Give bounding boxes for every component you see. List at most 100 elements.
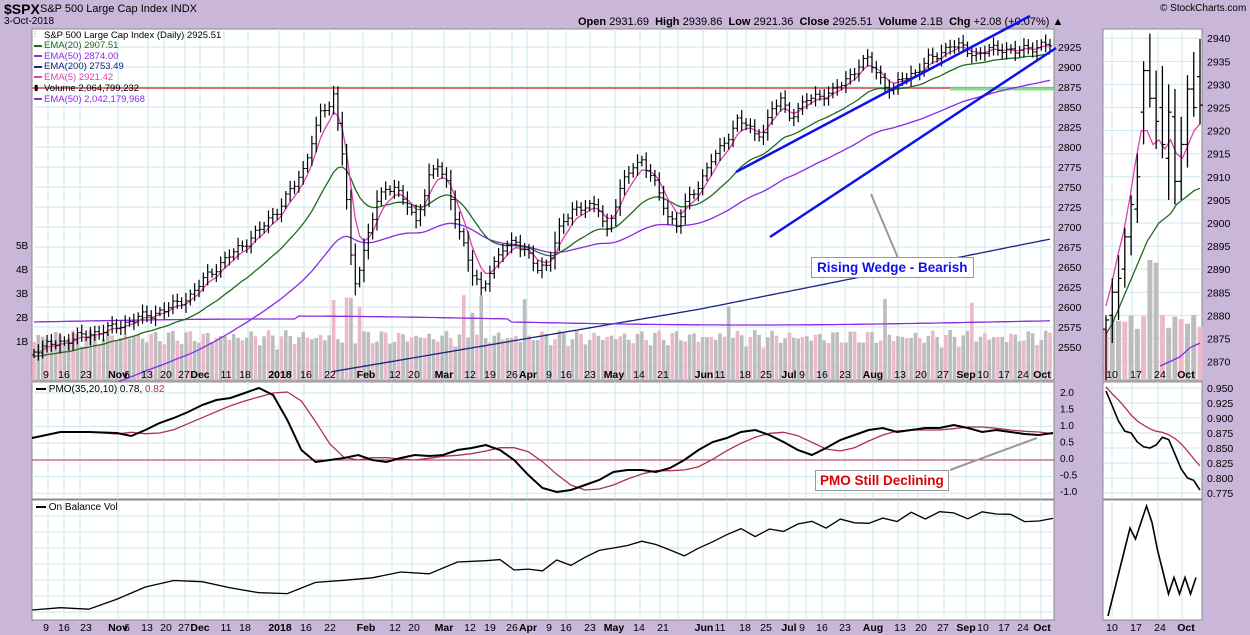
volume-bar — [119, 338, 123, 380]
zoom-price-tick-label: 2910 — [1207, 172, 1231, 184]
volume-bar — [965, 330, 970, 380]
volume-bar — [978, 336, 983, 380]
volume-bar — [1048, 332, 1052, 380]
volume-bar — [297, 337, 301, 380]
volume-bar — [75, 333, 80, 380]
zoom-volume-bar — [1159, 315, 1165, 380]
volume-bar — [553, 339, 557, 380]
zoom-price-tick-label: 2935 — [1207, 56, 1231, 68]
volume-bar — [227, 340, 232, 380]
volume-bar — [874, 342, 879, 380]
volume-bar — [106, 331, 110, 380]
volume-bar — [583, 344, 588, 380]
zoom-pmo-tick-label: 0.775 — [1207, 488, 1233, 500]
pmo-tick-label: -1.0 — [1060, 487, 1078, 498]
x-axis-label: Nov — [108, 369, 128, 381]
volume-bar — [49, 339, 54, 380]
volume-bar — [310, 339, 314, 380]
obv-line — [31, 511, 1054, 611]
volume-tick-label: 4B — [16, 265, 29, 276]
volume-bar — [84, 338, 88, 380]
zoom-pmo-tick-label: 0.800 — [1207, 473, 1233, 485]
zoom-x-label: 24 — [1154, 369, 1166, 381]
volume-bar — [97, 345, 101, 380]
volume-bar — [739, 335, 744, 380]
pmo-annotation: PMO Still Declining — [815, 470, 949, 491]
volume-bar — [188, 331, 193, 380]
volume-bar — [362, 331, 366, 380]
price-panel: 2925290028752850282528002775275027252700… — [16, 14, 1082, 392]
volume-bar — [896, 336, 900, 380]
volume-bar — [618, 336, 622, 380]
volume-bar — [735, 331, 740, 380]
legend-label: Volume 2,064,799,232 — [44, 83, 140, 95]
volume-bar — [592, 332, 596, 380]
x-axis-label: Aug — [863, 369, 883, 381]
x-axis-label: 21 — [657, 622, 669, 634]
index-name-text: S&P 500 Large Cap Index — [40, 3, 168, 15]
volume-bar — [153, 332, 158, 380]
volume-bar — [136, 334, 140, 380]
volume-bar — [653, 332, 657, 380]
volume-bar — [249, 331, 253, 380]
x-axis-label: 27 — [178, 622, 190, 634]
x-axis-label: 12 — [389, 369, 401, 381]
pmo-tick-label: 0.5 — [1060, 438, 1074, 449]
obv-marker-icon — [36, 506, 46, 509]
legend-label: EMA(200) 2753.49 — [44, 61, 124, 73]
volume-bar — [948, 330, 952, 380]
x-axis-label: 11 — [221, 622, 232, 634]
x-axis-label: 12 — [464, 369, 476, 381]
x-axis-label: 23 — [839, 369, 851, 381]
volume-bar — [58, 334, 62, 380]
legend-item: ▮ Volume 2,064,799,232 — [34, 83, 221, 94]
x-axis-label: Jun — [695, 369, 714, 381]
volume-bar — [375, 341, 379, 380]
volume-bar — [488, 342, 492, 380]
x-axis-label: Apr — [519, 369, 537, 381]
price-tick-label: 2625 — [1058, 282, 1082, 294]
volume-bar — [527, 335, 531, 380]
volume-bar — [609, 335, 614, 380]
volume-bar — [878, 340, 883, 380]
legend-item: EMA(200) 2753.49 — [34, 62, 221, 73]
volume-bar — [640, 331, 644, 380]
volume-bar — [279, 336, 284, 380]
volume-bar — [1017, 341, 1022, 380]
volume-bar — [32, 342, 36, 380]
price-tick-label: 2775 — [1058, 162, 1082, 174]
volume-bar — [127, 338, 132, 380]
volume-bar — [93, 334, 97, 380]
x-axis-label: 25 — [760, 622, 772, 634]
price-tick-label: 2750 — [1058, 182, 1082, 194]
volume-bar — [601, 339, 605, 380]
volume-bar — [666, 345, 670, 380]
zoom-volume-bar — [1147, 259, 1153, 380]
volume-bar — [453, 346, 457, 380]
volume-bar — [145, 342, 149, 380]
volume-bar — [440, 335, 444, 380]
volume-bar — [253, 336, 258, 380]
price-tick-label: 2875 — [1058, 82, 1082, 94]
volume-bar — [236, 337, 240, 380]
obv-title: On Balance Vol — [36, 502, 118, 513]
volume-bar — [140, 338, 145, 380]
pmo-marker-icon — [36, 388, 46, 391]
legend-item: EMA(5) 2921.42 — [34, 72, 221, 84]
x-axis-label: 26 — [506, 622, 518, 634]
x-axis-label: 10 — [977, 622, 989, 634]
pmo-signal-value: 0.82 — [144, 384, 165, 395]
volume-bar — [336, 339, 340, 380]
zoom-volume-bar — [1197, 326, 1203, 380]
zoom-price-tick-label: 2890 — [1207, 264, 1231, 276]
zoom-pmo-tick-label: 0.925 — [1207, 398, 1233, 410]
volume-bar — [357, 306, 362, 380]
x-axis-label: 22 — [324, 369, 336, 381]
volume-bar — [492, 335, 496, 380]
x-axis-label: 27 — [937, 369, 949, 381]
zoom-x-label: 10 — [1106, 622, 1118, 634]
zoom-volume-bar — [1184, 323, 1190, 380]
volume-bar — [696, 341, 701, 380]
x-axis-label: 9 — [799, 369, 805, 381]
volume-bar — [1004, 342, 1009, 380]
